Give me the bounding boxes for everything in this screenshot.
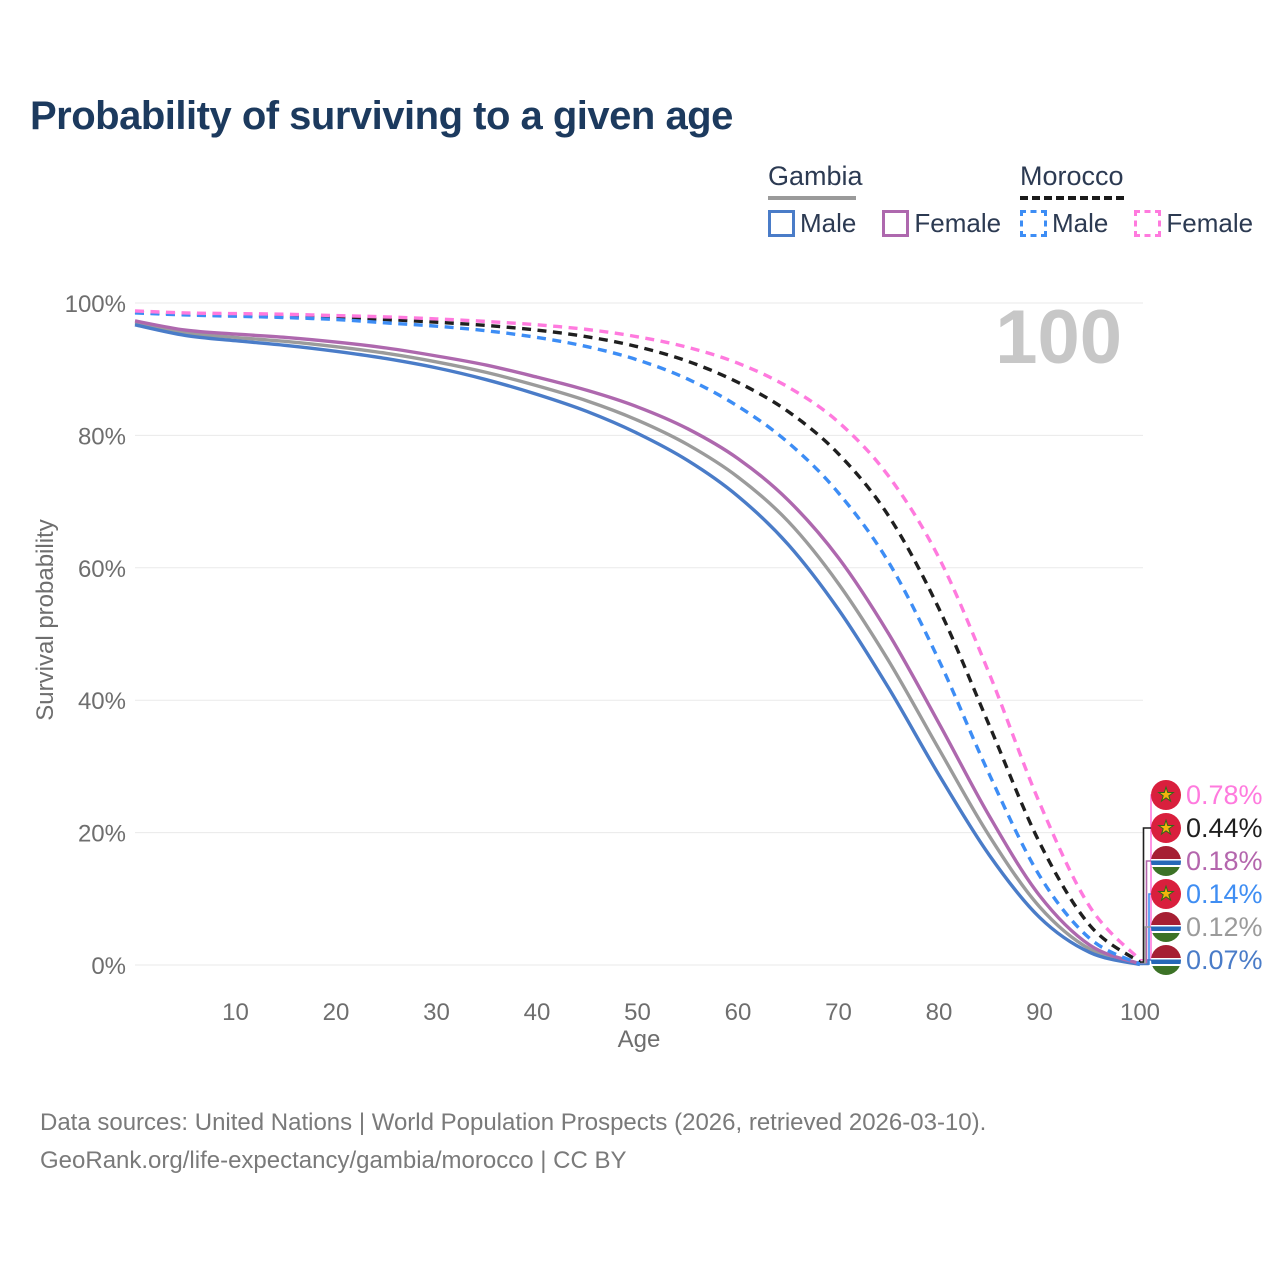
end-value: 0.12% bbox=[1186, 911, 1263, 942]
legend-item-gambia-male[interactable]: Male bbox=[768, 208, 856, 239]
page-title: Probability of surviving to a given age bbox=[30, 94, 733, 138]
svg-text:70: 70 bbox=[825, 999, 852, 1026]
x-axis-title: Age bbox=[617, 1026, 661, 1053]
svg-text:0%: 0% bbox=[91, 953, 126, 980]
legend-label: Male bbox=[1052, 208, 1109, 238]
svg-text:20: 20 bbox=[323, 999, 350, 1026]
legend-group-title-morocco[interactable]: Morocco bbox=[1020, 161, 1124, 191]
morocco-flag-icon bbox=[1151, 879, 1181, 909]
y-axis-title: Survival probability bbox=[32, 519, 59, 721]
legend-item-gambia-female[interactable]: Female bbox=[882, 208, 1001, 239]
end-label-morocco-female: 0.78% bbox=[1151, 779, 1263, 811]
svg-text:50: 50 bbox=[624, 999, 651, 1026]
age-frame-watermark: 100 bbox=[995, 295, 1122, 380]
end-label-morocco-both: 0.44% bbox=[1151, 812, 1263, 844]
legend-item-morocco-female[interactable]: Female bbox=[1134, 208, 1253, 239]
morocco-flag-icon bbox=[1151, 813, 1181, 843]
end-value: 0.44% bbox=[1186, 812, 1263, 843]
end-value: 0.78% bbox=[1186, 779, 1263, 810]
end-value: 0.14% bbox=[1186, 878, 1263, 909]
legend-label: Male bbox=[800, 208, 857, 238]
end-label-gambia-female: 0.18% bbox=[1151, 845, 1263, 877]
svg-text:100%: 100% bbox=[65, 291, 126, 318]
svg-text:40%: 40% bbox=[78, 688, 126, 715]
svg-text:100: 100 bbox=[1120, 999, 1160, 1026]
footer-attribution-line: GeoRank.org/life-expectancy/gambia/moroc… bbox=[40, 1147, 627, 1174]
gambia-male-swatch-icon bbox=[768, 210, 795, 237]
footer: Data sources: United Nations | World Pop… bbox=[40, 1104, 986, 1180]
gambia-flag-icon bbox=[1151, 846, 1181, 876]
end-value: 0.07% bbox=[1186, 944, 1263, 975]
legend-label: Female bbox=[914, 208, 1002, 238]
svg-text:80%: 80% bbox=[78, 423, 126, 450]
morocco-male-swatch-icon bbox=[1020, 210, 1047, 237]
legend-group-morocco: Morocco Male Female bbox=[1020, 161, 1279, 239]
gambia-flag-icon bbox=[1151, 945, 1181, 975]
gambia-line-style-underline bbox=[768, 196, 856, 200]
svg-text:60: 60 bbox=[725, 999, 752, 1026]
svg-text:90: 90 bbox=[1026, 999, 1053, 1026]
end-label-morocco-male: 0.14% bbox=[1151, 878, 1263, 910]
morocco-flag-icon bbox=[1151, 780, 1181, 810]
svg-text:20%: 20% bbox=[78, 821, 126, 848]
gambia-flag-icon bbox=[1151, 912, 1181, 942]
end-label-gambia-male: 0.07% bbox=[1151, 944, 1263, 976]
end-value: 0.18% bbox=[1186, 845, 1263, 876]
morocco-female-swatch-icon bbox=[1134, 210, 1162, 237]
svg-text:80: 80 bbox=[926, 999, 953, 1026]
legend-group-title-gambia[interactable]: Gambia bbox=[768, 161, 863, 191]
morocco-line-style-underline bbox=[1020, 196, 1124, 200]
gambia-female-swatch-icon bbox=[882, 210, 910, 237]
svg-text:40: 40 bbox=[524, 999, 551, 1026]
footer-source-line: Data sources: United Nations | World Pop… bbox=[40, 1109, 987, 1136]
svg-text:10: 10 bbox=[222, 999, 249, 1026]
end-label-gambia-both: 0.12% bbox=[1151, 911, 1263, 943]
legend-label: Female bbox=[1166, 208, 1254, 238]
svg-text:60%: 60% bbox=[78, 556, 126, 583]
svg-text:30: 30 bbox=[423, 999, 450, 1026]
legend-item-morocco-male[interactable]: Male bbox=[1020, 208, 1108, 239]
legend-group-gambia: Gambia Male Female bbox=[768, 161, 1027, 239]
